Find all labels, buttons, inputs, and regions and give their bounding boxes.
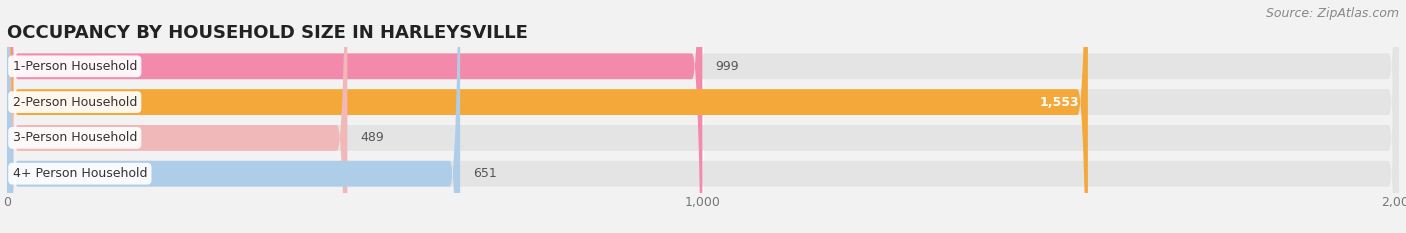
FancyBboxPatch shape <box>7 0 1399 233</box>
Text: 999: 999 <box>714 60 738 73</box>
Text: 3-Person Household: 3-Person Household <box>13 131 136 144</box>
Text: 651: 651 <box>472 167 496 180</box>
Text: Source: ZipAtlas.com: Source: ZipAtlas.com <box>1265 7 1399 20</box>
Text: 2-Person Household: 2-Person Household <box>13 96 136 109</box>
Text: 1,553: 1,553 <box>1040 96 1080 109</box>
FancyBboxPatch shape <box>7 0 1399 233</box>
Text: OCCUPANCY BY HOUSEHOLD SIZE IN HARLEYSVILLE: OCCUPANCY BY HOUSEHOLD SIZE IN HARLEYSVI… <box>7 24 527 42</box>
FancyBboxPatch shape <box>7 0 1088 233</box>
Text: 1-Person Household: 1-Person Household <box>13 60 136 73</box>
FancyBboxPatch shape <box>7 0 1399 233</box>
FancyBboxPatch shape <box>7 0 460 233</box>
Text: 489: 489 <box>360 131 384 144</box>
Text: 4+ Person Household: 4+ Person Household <box>13 167 148 180</box>
FancyBboxPatch shape <box>7 0 1399 233</box>
FancyBboxPatch shape <box>7 0 347 233</box>
FancyBboxPatch shape <box>7 0 703 233</box>
